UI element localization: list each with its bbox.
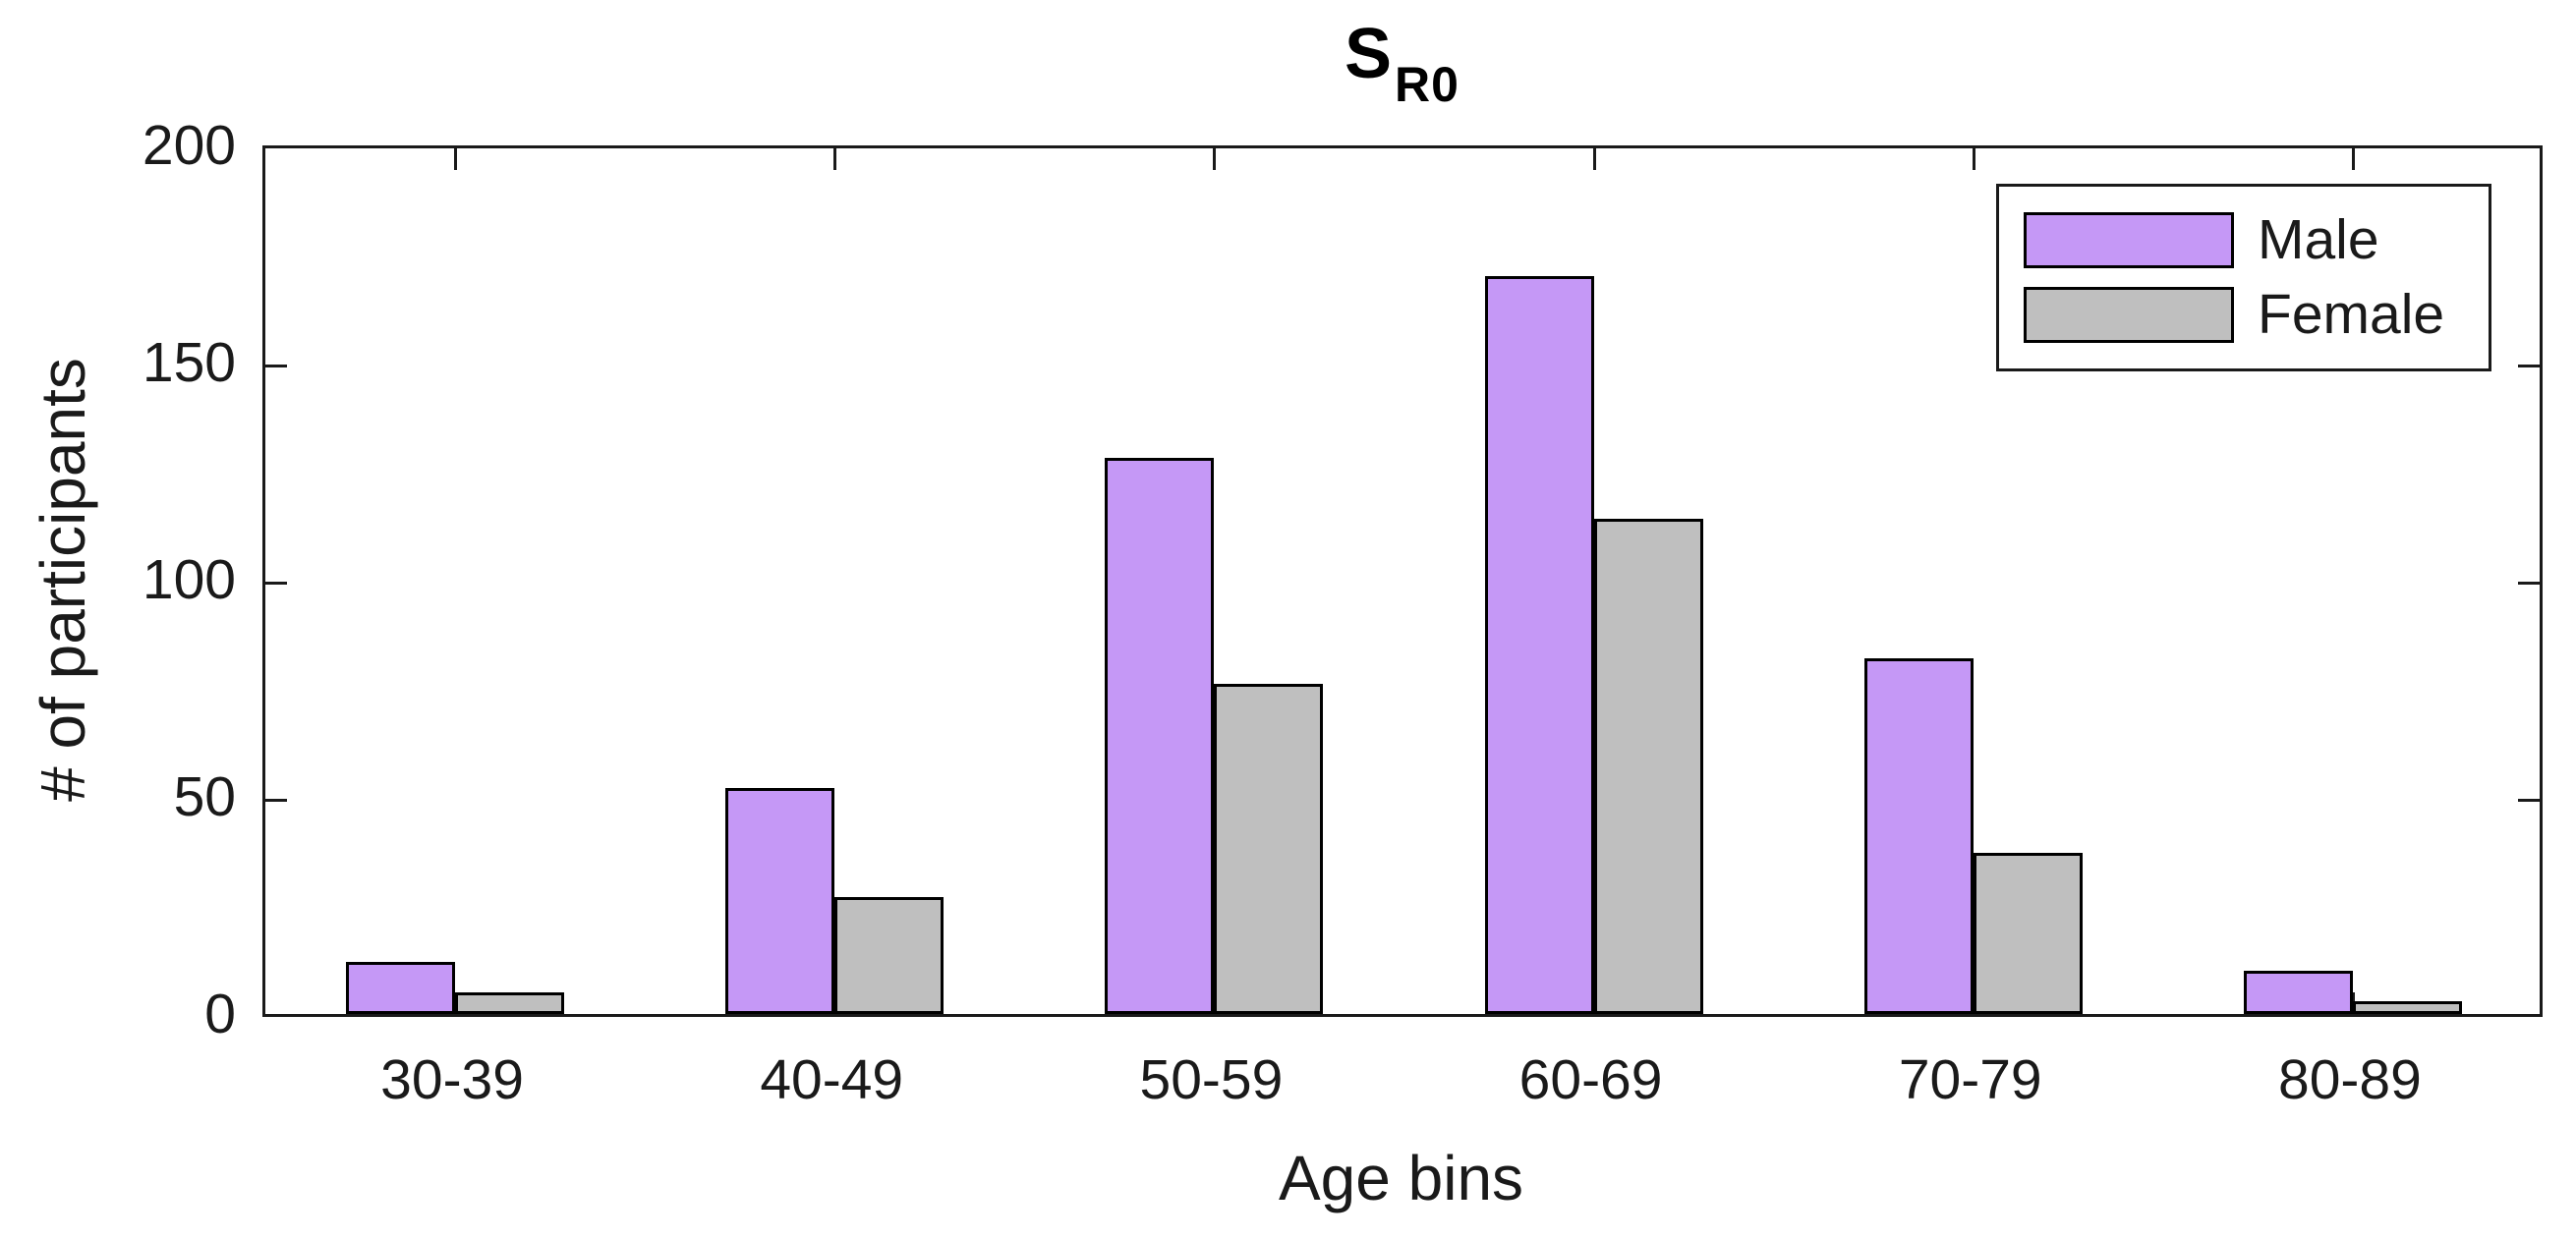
y-tick-label-50: 50 [173, 765, 236, 828]
y-tick-label-150: 150 [142, 331, 236, 394]
y-tick-label-0: 0 [204, 983, 236, 1045]
legend-row-male: Male [2024, 212, 2489, 268]
bar-male-70-79 [1863, 658, 1974, 1014]
x-tick-label-70-79: 70-79 [1898, 1048, 2042, 1111]
x-tick-label-50-59: 50-59 [1139, 1048, 1284, 1111]
y-tick-label-100: 100 [142, 548, 236, 611]
bar-female-60-69 [1593, 519, 1703, 1014]
y-tick-mark [265, 365, 287, 367]
legend-row-female: Female [2024, 287, 2489, 343]
chart-title-subscript: R0 [1395, 57, 1460, 112]
x-tick-label-40-49: 40-49 [760, 1048, 904, 1111]
x-tick-mark [2351, 148, 2355, 170]
x-tick-mark [1592, 148, 1596, 170]
bar-female-30-39 [455, 992, 565, 1014]
bar-female-80-89 [2352, 1001, 2462, 1014]
legend-swatch-male [2024, 212, 2234, 268]
bar-female-40-49 [834, 897, 945, 1014]
y-tick-mark [2518, 799, 2540, 802]
bar-male-80-89 [2243, 971, 2353, 1014]
legend-swatch-female [2024, 287, 2234, 343]
y-tick-mark [265, 799, 287, 802]
bar-male-40-49 [725, 788, 835, 1014]
bar-male-50-59 [1105, 458, 1215, 1014]
y-tick-mark [2518, 582, 2540, 585]
x-tick-label-80-89: 80-89 [2278, 1048, 2422, 1111]
legend: Male Female [1996, 184, 2491, 371]
bar-male-60-69 [1484, 276, 1594, 1014]
x-tick-mark [454, 148, 458, 170]
chart-title: SR0 [262, 14, 2540, 112]
bar-female-50-59 [1214, 684, 1324, 1014]
y-tick-label-200: 200 [142, 114, 236, 177]
bar-male-30-39 [346, 962, 456, 1014]
legend-label-male: Male [2258, 208, 2379, 271]
bar-female-70-79 [1973, 853, 2083, 1014]
x-axis-label: Age bins [1278, 1143, 1524, 1213]
legend-label-female: Female [2258, 283, 2445, 346]
chart-title-main: S [1345, 15, 1394, 93]
x-tick-mark [1972, 148, 1975, 170]
y-tick-mark [2518, 365, 2540, 367]
y-tick-mark [265, 582, 287, 585]
x-tick-label-30-39: 30-39 [380, 1048, 524, 1111]
x-tick-mark [1213, 148, 1217, 170]
x-tick-label-60-69: 60-69 [1518, 1048, 1663, 1111]
x-tick-mark [833, 148, 837, 170]
